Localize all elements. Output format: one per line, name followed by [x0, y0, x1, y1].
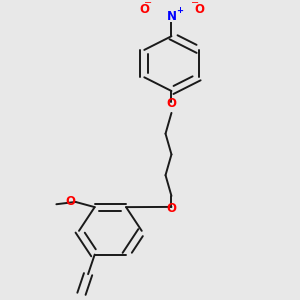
- Text: O: O: [167, 97, 176, 110]
- Text: O: O: [194, 3, 204, 16]
- Text: +: +: [176, 6, 183, 15]
- Text: −: −: [144, 0, 152, 8]
- Text: O: O: [139, 3, 149, 16]
- Text: N: N: [167, 10, 176, 22]
- Text: O: O: [167, 202, 176, 215]
- Text: −: −: [190, 0, 199, 8]
- Text: O: O: [65, 195, 75, 208]
